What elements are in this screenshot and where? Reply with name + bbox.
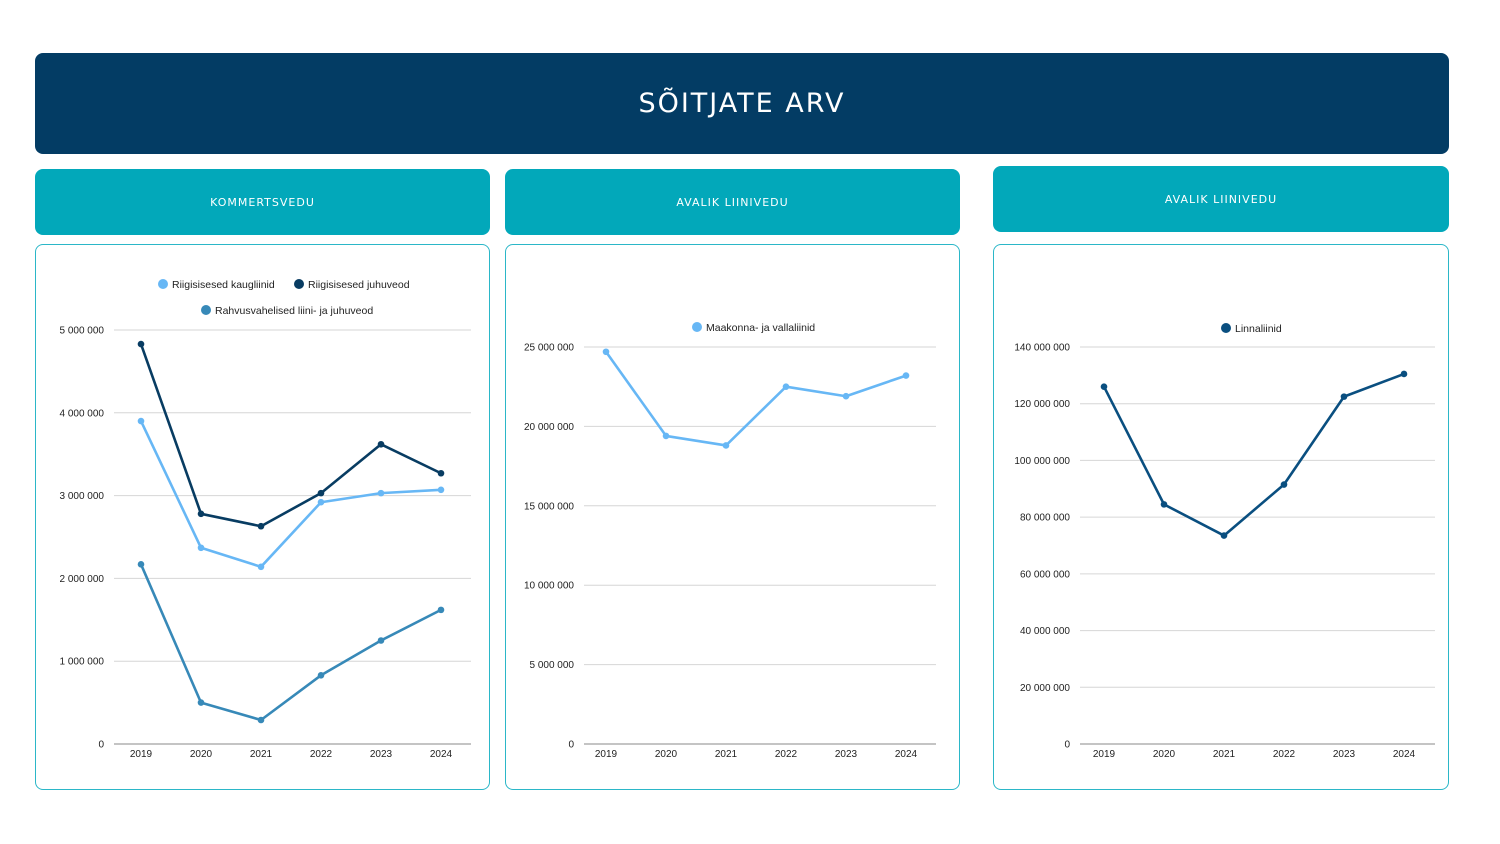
y-tick-label: 4 000 000 [60, 408, 105, 419]
x-tick-label: 2021 [1213, 749, 1236, 760]
data-point [1340, 393, 1348, 400]
data-point [437, 606, 445, 614]
x-tick-label: 2020 [1153, 749, 1176, 760]
x-tick-label: 2021 [715, 749, 738, 760]
legend-label: Rahvusvahelised liini- ja juhuveod [215, 305, 373, 317]
data-point [722, 442, 730, 449]
panel-header-public-city: AVALIK LIINIVEDU [993, 166, 1449, 232]
x-tick-label: 2022 [310, 749, 333, 760]
y-tick-label: 15 000 000 [524, 501, 574, 512]
data-point [137, 561, 145, 568]
y-tick-label: 5 000 000 [60, 326, 105, 337]
y-tick-label: 140 000 000 [1014, 343, 1070, 354]
data-point [602, 348, 610, 356]
data-point [902, 372, 910, 379]
data-point [842, 392, 850, 400]
chart-card-regional: 0 5 000 000 10 000 000 15 000 000 20 000 000… [505, 244, 960, 790]
data-point [317, 498, 325, 506]
panel-header-label: AVALIK LIINIVEDU [676, 195, 789, 209]
data-point [782, 383, 790, 390]
page-title: SÕITJATE ARV [638, 88, 846, 119]
panel-header-public-regional: AVALIK LIINIVEDU [505, 169, 960, 235]
x-tick-label: 2024 [1393, 749, 1416, 760]
panel-header-label: AVALIK LIINIVEDU [1164, 192, 1278, 206]
data-point [437, 469, 445, 477]
x-tick-label: 2019 [1093, 749, 1116, 760]
legend-marker [1221, 323, 1231, 333]
x-tick-label: 2023 [835, 749, 858, 760]
x-tick-label: 2019 [130, 749, 153, 760]
y-tick-label: 60 000 000 [1020, 569, 1070, 580]
chart-card-city: 0 20 000 000 40 000 000 60 000 000 80 000 00… [993, 244, 1449, 790]
legend-marker [294, 279, 304, 289]
data-point [257, 522, 265, 530]
data-point [377, 440, 385, 448]
data-point [1400, 370, 1408, 378]
x-tick-label: 2019 [595, 749, 618, 760]
legend-label: Riigisisesed juhuveod [308, 279, 410, 291]
y-tick-label: 20 000 000 [524, 422, 574, 433]
legend-label: Riigisisesed kaugliinid [172, 279, 275, 291]
series-line [1102, 372, 1406, 537]
series-line [139, 342, 443, 528]
y-tick-label: 1 000 000 [60, 657, 105, 668]
city-line-chart: 0 20 000 000 40 000 000 60 000 000 80 000 00… [1014, 323, 1435, 760]
legend-marker [201, 305, 211, 315]
panel-header-commercial: KOMMERTSVEDU [35, 169, 490, 235]
series-line [139, 563, 443, 722]
y-tick-label: 10 000 000 [524, 581, 574, 592]
y-tick-label: 100 000 000 [1014, 456, 1070, 467]
data-point [662, 432, 670, 440]
data-point [317, 671, 325, 679]
data-point [257, 563, 265, 571]
data-point [137, 340, 145, 348]
chart-card-commercial: 0 1 000 000 2 000 000 3 000 000 4 000 000 5 0… [35, 244, 490, 790]
y-tick-label: 120 000 000 [1014, 399, 1070, 410]
y-tick-label: 25 000 000 [524, 343, 574, 354]
x-tick-label: 2024 [430, 749, 453, 760]
x-tick-label: 2022 [1273, 749, 1296, 760]
y-tick-label: 0 [98, 740, 104, 751]
data-point [1160, 501, 1168, 508]
x-tick-label: 2021 [250, 749, 273, 760]
x-tick-label: 2022 [775, 749, 798, 760]
legend-label: Linnaliinid [1235, 323, 1282, 335]
series-line [139, 419, 443, 569]
x-tick-label: 2020 [190, 749, 213, 760]
regional-line-chart: 0 5 000 000 10 000 000 15 000 000 20 000 000… [524, 322, 936, 760]
title-banner: SÕITJATE ARV [35, 53, 1449, 154]
data-point [317, 489, 325, 497]
x-tick-label: 2024 [895, 749, 918, 760]
y-tick-label: 3 000 000 [60, 491, 105, 502]
y-tick-label: 2 000 000 [60, 574, 105, 585]
legend-label: Maakonna- ja vallaliinid [706, 322, 815, 334]
y-tick-label: 20 000 000 [1020, 683, 1070, 694]
y-tick-label: 0 [568, 740, 574, 751]
data-point [197, 699, 205, 706]
legend-marker [158, 279, 168, 289]
y-tick-label: 5 000 000 [530, 660, 575, 671]
data-point [1280, 481, 1288, 488]
x-tick-label: 2020 [655, 749, 678, 760]
data-point [1220, 532, 1228, 539]
data-point [377, 637, 385, 644]
data-point [377, 489, 385, 497]
y-tick-label: 0 [1064, 740, 1070, 751]
data-point [437, 486, 445, 494]
panel-header-label: KOMMERTSVEDU [210, 195, 315, 209]
data-point [137, 417, 145, 425]
data-point [257, 716, 265, 724]
x-tick-label: 2023 [1333, 749, 1356, 760]
x-tick-label: 2023 [370, 749, 393, 760]
commercial-line-chart: 0 1 000 000 2 000 000 3 000 000 4 000 000 5 0… [60, 279, 471, 760]
data-point [197, 544, 205, 552]
legend-marker [692, 322, 702, 332]
data-point [197, 510, 205, 518]
series-line [604, 350, 908, 447]
y-tick-label: 80 000 000 [1020, 513, 1070, 524]
data-point [1100, 383, 1108, 390]
y-tick-label: 40 000 000 [1020, 626, 1070, 637]
